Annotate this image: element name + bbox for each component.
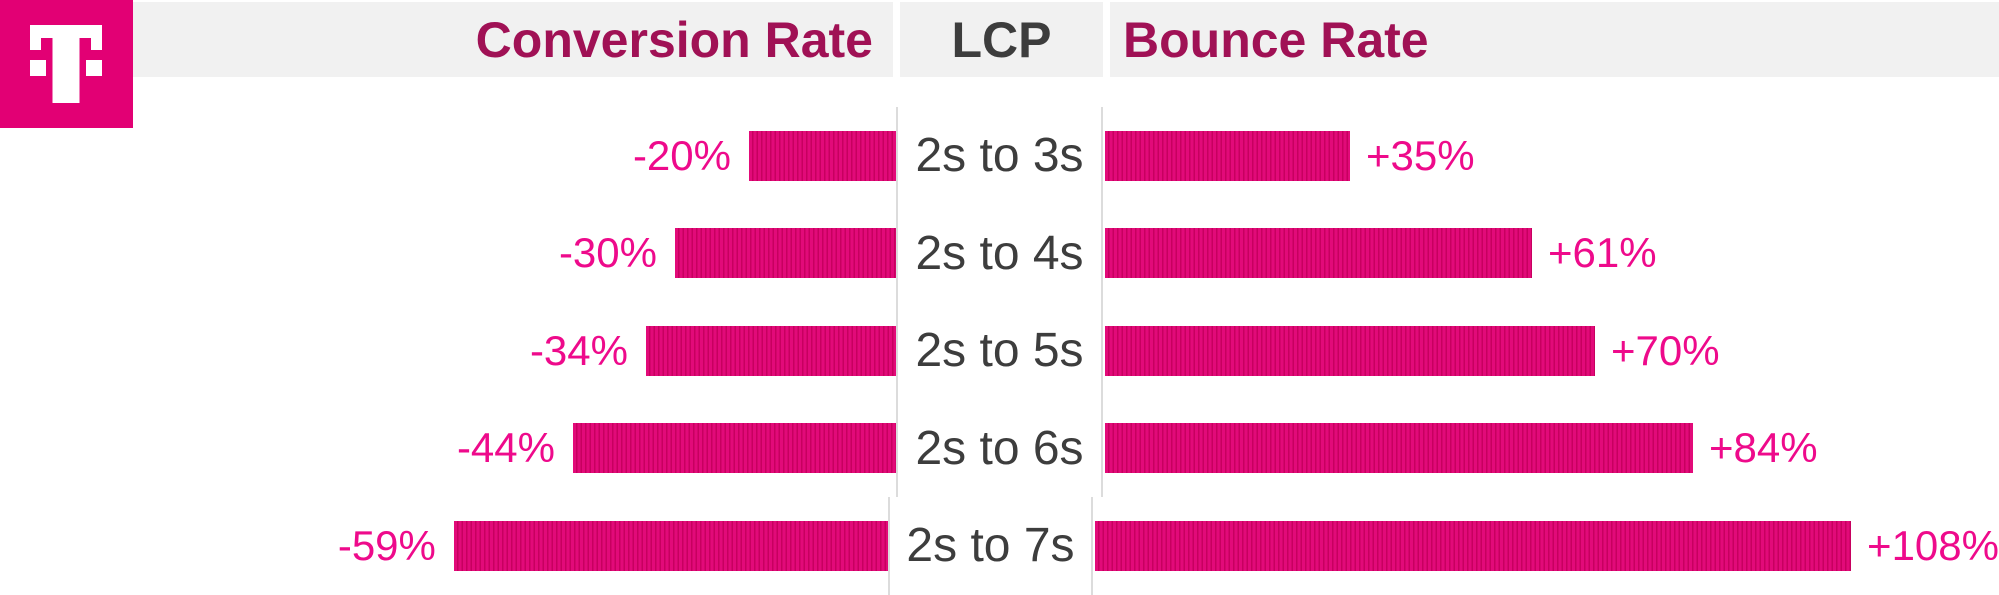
conversion-rate-cell: -44% [0, 400, 896, 498]
conversion-rate-bar [749, 130, 896, 181]
bounce-rate-bar [1105, 130, 1350, 181]
header-divider-left [893, 2, 900, 77]
conversion-rate-value-label: -20% [632, 131, 731, 179]
chart-row: -44% 2s to 6s +84% [0, 399, 1999, 498]
header-divider-right [1103, 2, 1110, 77]
bounce-rate-cell: +35% [1103, 107, 1999, 205]
bounce-rate-cell: +70% [1103, 302, 1999, 400]
conversion-rate-value-label: -59% [337, 521, 436, 569]
header-bounce-rate: Bounce Rate [1110, 2, 1999, 77]
chart-body: -20% 2s to 3s +35% -30% 2s to 4s +61% -34% 2s t… [0, 78, 1999, 595]
header-lcp: LCP [900, 2, 1103, 77]
conversion-rate-bar [573, 423, 896, 474]
conversion-rate-value-label: -44% [456, 424, 555, 472]
conversion-rate-cell: -30% [0, 205, 896, 303]
bounce-rate-bar [1105, 325, 1595, 376]
chart-row: -20% 2s to 3s +35% [0, 107, 1999, 205]
chart-row: -30% 2s to 4s +61% [0, 204, 1999, 303]
conversion-rate-bar [675, 228, 896, 279]
conversion-rate-bar [453, 520, 888, 571]
t-mobile-logo [0, 0, 133, 128]
conversion-rate-value-label: -34% [529, 326, 628, 374]
bounce-rate-bar [1105, 228, 1532, 279]
bounce-rate-value-label: +84% [1709, 424, 1818, 472]
header-conversion-rate: Conversion Rate [133, 2, 893, 77]
lcp-category-label: 2s to 3s [896, 107, 1103, 205]
bounce-rate-bar [1095, 520, 1852, 571]
bounce-rate-value-label: +108% [1867, 521, 1999, 569]
t-logo-icon [0, 0, 133, 128]
lcp-category-label: 2s to 7s [887, 497, 1094, 595]
bounce-rate-value-label: +61% [1548, 229, 1657, 277]
bounce-rate-value-label: +70% [1611, 326, 1720, 374]
conversion-rate-cell: -34% [0, 302, 896, 400]
header-band: Conversion Rate LCP Bounce Rate [133, 2, 1999, 77]
bounce-rate-bar [1105, 423, 1693, 474]
conversion-rate-bar [646, 325, 896, 376]
lcp-category-label: 2s to 4s [896, 204, 1103, 302]
lcp-category-label: 2s to 5s [896, 302, 1103, 400]
chart-row: -59% 2s to 7s +108% [0, 497, 1999, 595]
bounce-rate-cell: +84% [1103, 400, 1999, 498]
bounce-rate-value-label: +35% [1366, 131, 1475, 179]
bounce-rate-cell: +61% [1103, 205, 1999, 303]
conversion-rate-cell: -20% [0, 107, 896, 205]
chart-row: -34% 2s to 5s +70% [0, 302, 1999, 400]
conversion-rate-cell: -59% [0, 497, 888, 595]
conversion-rate-value-label: -30% [558, 229, 657, 277]
bounce-rate-cell: +108% [1093, 497, 1999, 595]
lcp-category-label: 2s to 6s [896, 399, 1103, 497]
